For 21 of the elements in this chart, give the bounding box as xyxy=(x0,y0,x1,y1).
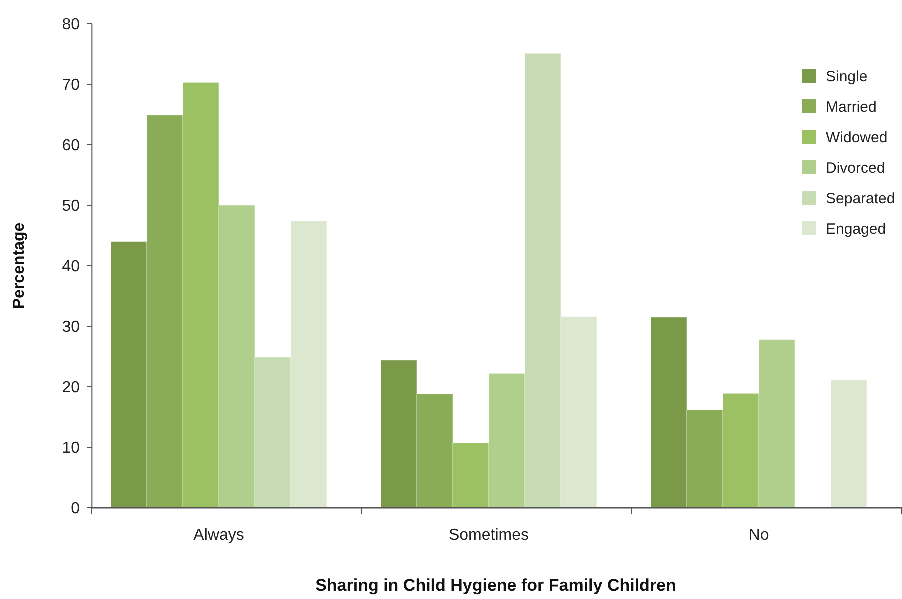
y-tick-label: 60 xyxy=(62,138,80,155)
legend-label: Single xyxy=(826,68,868,86)
y-tick-label: 20 xyxy=(62,380,80,397)
legend-label: Separated xyxy=(826,190,896,208)
y-axis-title: Percentage xyxy=(11,222,28,310)
y-tick-label: 50 xyxy=(62,198,80,216)
legend-label: Widowed xyxy=(826,129,888,146)
y-tick-label: 30 xyxy=(62,319,80,336)
x-tick-label: No xyxy=(748,527,770,544)
y-tick-label: 40 xyxy=(62,258,80,276)
x-axis-title: Sharing in Child Hygiene for Family Children xyxy=(316,576,676,595)
y-tick-label: 80 xyxy=(62,16,80,34)
legend-label: Married xyxy=(826,98,877,116)
y-tick-label: 0 xyxy=(71,500,80,518)
legend-label: Divorced xyxy=(826,160,886,177)
x-tick-label: Always xyxy=(194,527,244,544)
legend-label: Engaged xyxy=(826,220,886,238)
x-tick-label: Sometimes xyxy=(448,527,530,544)
bar xyxy=(830,380,868,508)
y-tick-label: 70 xyxy=(62,77,80,94)
y-tick-label: 10 xyxy=(62,440,80,458)
